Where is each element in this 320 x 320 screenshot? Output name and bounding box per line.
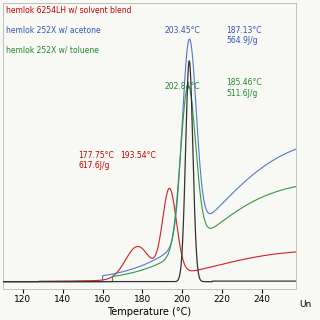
- Text: 185.46°C
511.6J/g: 185.46°C 511.6J/g: [226, 78, 262, 98]
- Text: 203.45°C: 203.45°C: [164, 26, 200, 35]
- Text: hemlok 252X w/ acetone: hemlok 252X w/ acetone: [6, 26, 100, 35]
- X-axis label: Temperature (°C): Temperature (°C): [108, 307, 191, 317]
- Text: 187.13°C
564.9J/g: 187.13°C 564.9J/g: [226, 26, 262, 45]
- Text: 177.75°C
617.6J/g: 177.75°C 617.6J/g: [79, 151, 114, 170]
- Text: hemlok 6254LH w/ solvent blend: hemlok 6254LH w/ solvent blend: [6, 6, 131, 15]
- Text: 193.54°C: 193.54°C: [121, 151, 156, 160]
- Text: 202.84°C: 202.84°C: [164, 82, 200, 91]
- Text: hemlok 252X w/ toluene: hemlok 252X w/ toluene: [6, 46, 99, 55]
- Text: Un: Un: [299, 300, 311, 308]
